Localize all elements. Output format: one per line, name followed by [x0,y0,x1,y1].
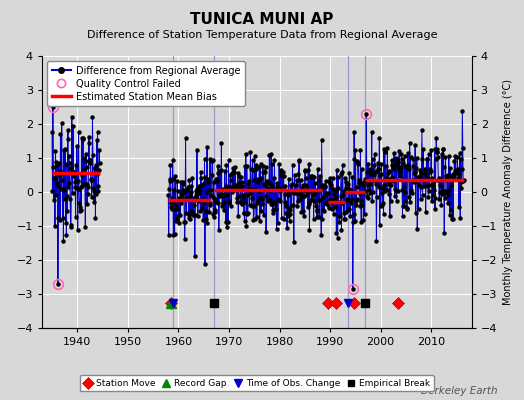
Text: TUNICA MUNI AP: TUNICA MUNI AP [190,12,334,27]
Y-axis label: Monthly Temperature Anomaly Difference (°C): Monthly Temperature Anomaly Difference (… [503,79,512,305]
Text: Difference of Station Temperature Data from Regional Average: Difference of Station Temperature Data f… [87,30,437,40]
Text: Berkeley Earth: Berkeley Earth [421,386,498,396]
Legend: Difference from Regional Average, Quality Control Failed, Estimated Station Mean: Difference from Regional Average, Qualit… [47,61,245,106]
Legend: Station Move, Record Gap, Time of Obs. Change, Empirical Break: Station Move, Record Gap, Time of Obs. C… [80,375,434,392]
